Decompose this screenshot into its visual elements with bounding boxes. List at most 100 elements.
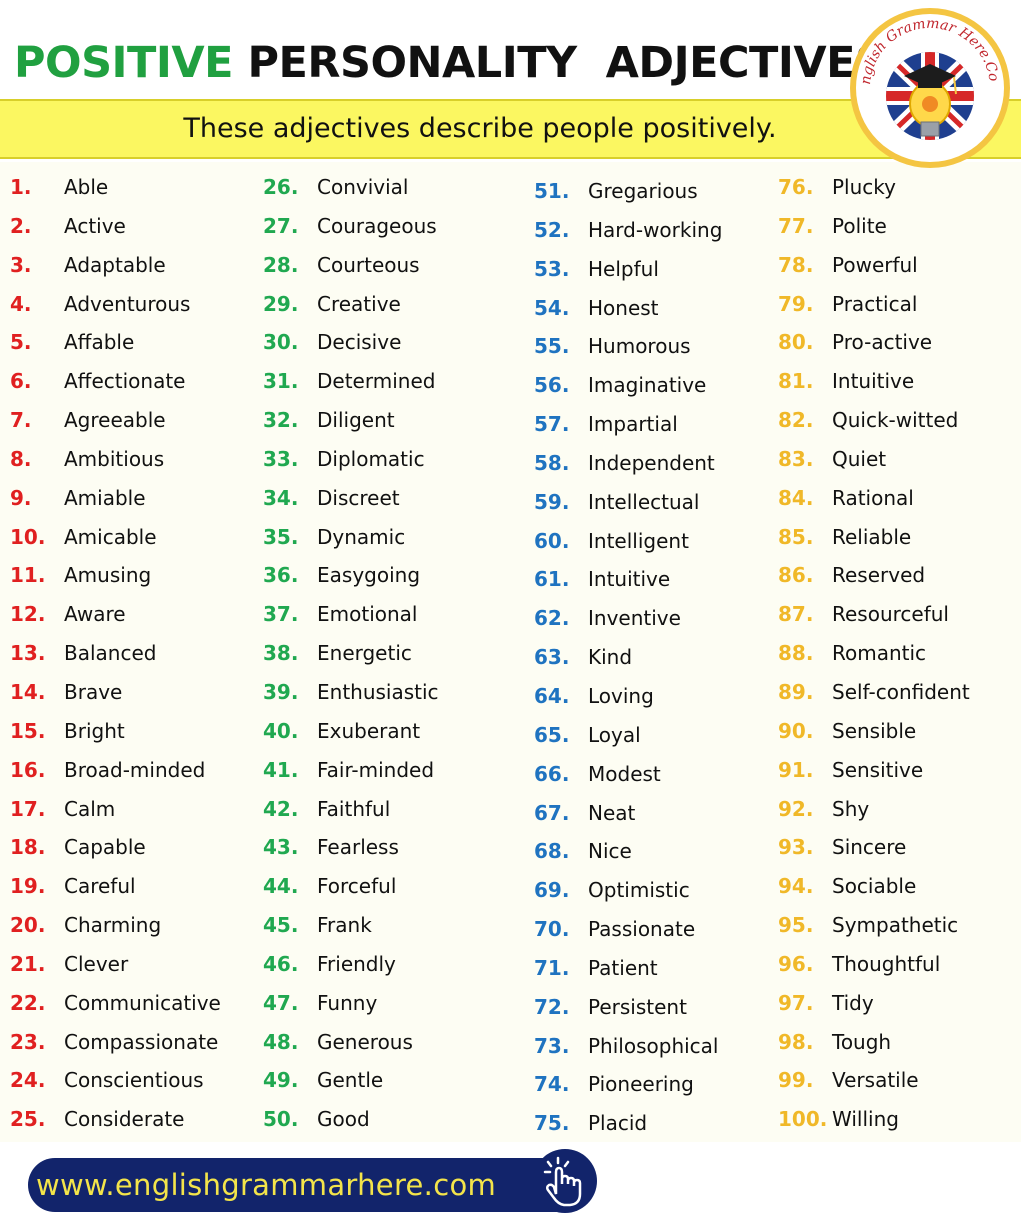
- adjective: Sociable: [832, 874, 917, 899]
- item-number: 83.: [778, 446, 814, 471]
- adjective: Plucky: [832, 175, 896, 199]
- adjective: Sensible: [832, 718, 917, 743]
- adjective: Imaginative: [588, 373, 707, 398]
- item-number: 29.: [263, 291, 299, 316]
- item-number: 65.: [534, 722, 570, 747]
- item-number: 14.: [10, 679, 46, 704]
- adjective: Discreet: [317, 485, 400, 510]
- item-number: 81.: [778, 369, 814, 394]
- adjective: Independent: [588, 450, 715, 475]
- footer-bar: [28, 1158, 594, 1212]
- item-number: 74.: [534, 1072, 570, 1097]
- item-number: 11.: [10, 563, 46, 588]
- adjective: Thoughtful: [832, 951, 941, 976]
- item-number: 23.: [10, 1029, 46, 1054]
- subtitle-banner: These adjectives describe people positiv…: [0, 99, 1021, 159]
- item-number: 41.: [263, 757, 299, 782]
- item-number: 99.: [778, 1068, 814, 1093]
- item-number: 15.: [10, 718, 46, 743]
- adjective: Easygoing: [317, 563, 421, 588]
- adjective: Modest: [588, 761, 661, 786]
- footer-website-link[interactable]: www.englishgrammarhere.com: [36, 1168, 497, 1202]
- adjective: Courteous: [317, 252, 420, 277]
- item-number: 32.: [263, 408, 299, 433]
- adjective: Reliable: [832, 524, 912, 549]
- item-number: 71.: [534, 955, 570, 980]
- item-number: 27.: [263, 213, 299, 238]
- item-number: 46.: [263, 951, 299, 976]
- item-number: 9.: [10, 485, 32, 510]
- adjective: Intuitive: [588, 567, 671, 592]
- adjective: Tidy: [832, 990, 874, 1015]
- adjective: Clever: [64, 951, 129, 976]
- adjective: Amicable: [64, 524, 157, 549]
- adjective: Faithful: [317, 796, 391, 821]
- adjective: Pro-active: [832, 330, 933, 355]
- item-number: 36.: [263, 563, 299, 588]
- item-number: 7.: [10, 408, 32, 433]
- item-number: 67.: [534, 800, 570, 825]
- adjective: Rational: [832, 485, 914, 510]
- adjective: Adaptable: [64, 252, 166, 277]
- adjective: Shy: [832, 796, 870, 821]
- adjective: Ambitious: [64, 446, 165, 471]
- adjective: Careful: [64, 874, 136, 899]
- title-personality-adjectives: PERSONALITY ADJECTIVES: [247, 38, 886, 88]
- item-number: 60.: [534, 528, 570, 553]
- adjective: Affectionate: [64, 369, 186, 394]
- item-number: 10.: [10, 524, 46, 549]
- adjective: Practical: [832, 291, 918, 316]
- item-number: 77.: [778, 213, 814, 238]
- adjective: Convivial: [317, 175, 409, 199]
- adjective: Exuberant: [317, 718, 421, 743]
- item-number: 28.: [263, 252, 299, 277]
- adjective: Amiable: [64, 485, 146, 510]
- adjective: Quiet: [832, 446, 887, 471]
- adjective: Pioneering: [588, 1072, 694, 1097]
- item-number: 39.: [263, 679, 299, 704]
- adjective: Energetic: [317, 641, 412, 666]
- adjective: Helpful: [588, 256, 659, 281]
- adjective: Intelligent: [588, 528, 689, 553]
- adjective: Compassionate: [64, 1029, 219, 1054]
- item-number: 78.: [778, 252, 814, 277]
- adjective: Fearless: [317, 835, 399, 860]
- item-number: 89.: [778, 679, 814, 704]
- adjective: Tough: [832, 1029, 892, 1054]
- item-number: 61.: [534, 567, 570, 592]
- item-number: 94.: [778, 874, 814, 899]
- adjective: Humorous: [588, 334, 691, 359]
- item-number: 48.: [263, 1029, 299, 1054]
- item-number: 20.: [10, 913, 46, 938]
- adjective: Nice: [588, 839, 632, 864]
- adjective: Affable: [64, 330, 135, 355]
- item-number: 30.: [263, 330, 299, 355]
- adjective: Charming: [64, 913, 162, 938]
- adjective: Willing: [832, 1107, 899, 1132]
- adjective: Philosophical: [588, 1033, 719, 1058]
- item-number: 50.: [263, 1107, 299, 1132]
- item-number: 22.: [10, 990, 46, 1015]
- adjective: Fair-minded: [317, 757, 435, 782]
- adjective: Diligent: [317, 408, 395, 433]
- item-number: 4.: [10, 291, 32, 316]
- adjective: Persistent: [588, 994, 687, 1019]
- adjective: Conscientious: [64, 1068, 204, 1093]
- adjective: Determined: [317, 369, 436, 394]
- item-number: 45.: [263, 913, 299, 938]
- adjective: Funny: [317, 990, 378, 1015]
- item-number: 33.: [263, 446, 299, 471]
- adjective: Generous: [317, 1029, 413, 1054]
- item-number: 42.: [263, 796, 299, 821]
- item-number: 79.: [778, 291, 814, 316]
- title-positive: POSITIVE: [14, 38, 234, 88]
- adjective: Honest: [588, 295, 659, 320]
- subtitle: These adjectives describe people positiv…: [183, 113, 777, 144]
- adjective: Calm: [64, 796, 116, 821]
- item-number: 19.: [10, 874, 46, 899]
- item-number: 13.: [10, 641, 46, 666]
- adjective: Neat: [588, 800, 636, 825]
- adjective: Impartial: [588, 412, 678, 437]
- item-number: 12.: [10, 602, 46, 627]
- item-number: 72.: [534, 994, 570, 1019]
